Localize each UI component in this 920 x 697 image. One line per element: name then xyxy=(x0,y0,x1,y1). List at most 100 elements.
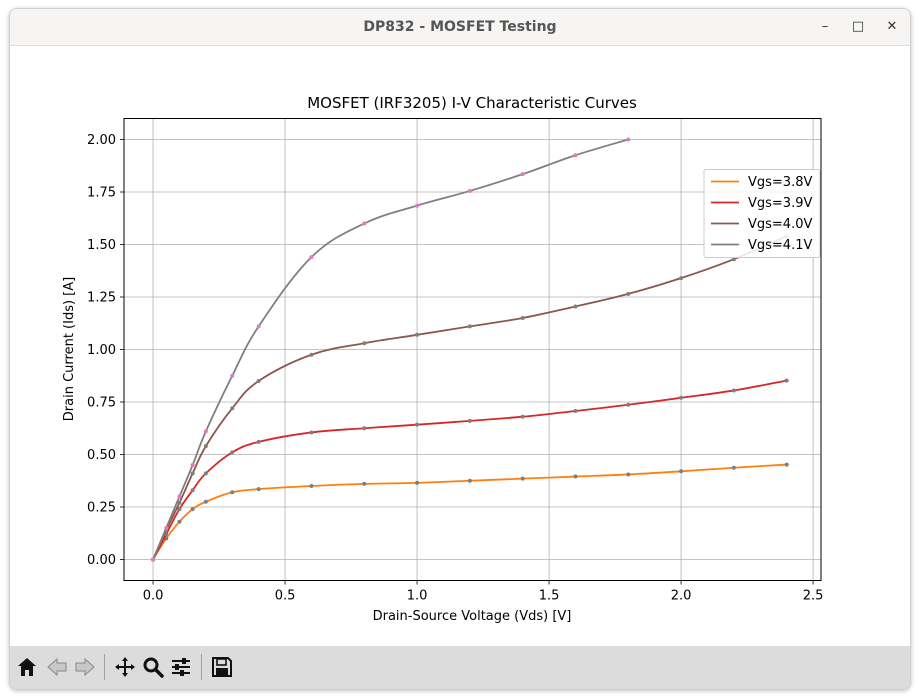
legend-label: Vgs=4.0V xyxy=(748,217,812,232)
data-point xyxy=(256,439,261,444)
data-point xyxy=(467,324,472,329)
y-tick-label: 1.25 xyxy=(87,291,116,306)
legend-label: Vgs=4.1V xyxy=(748,238,812,253)
data-point xyxy=(309,430,314,435)
data-point xyxy=(731,257,736,262)
x-tick-label: 2.0 xyxy=(671,589,692,604)
data-point xyxy=(164,526,169,530)
data-point xyxy=(573,474,578,479)
data-point xyxy=(362,341,367,346)
data-point xyxy=(362,426,367,431)
y-tick-label: 2.00 xyxy=(87,133,116,148)
data-point xyxy=(256,324,261,329)
x-tick-label: 2.5 xyxy=(803,589,824,604)
y-tick-label: 1.75 xyxy=(87,186,116,201)
data-point xyxy=(177,519,182,524)
y-tick-label: 1.50 xyxy=(87,238,116,253)
data-point xyxy=(190,488,195,493)
data-point xyxy=(573,153,578,158)
data-point xyxy=(731,388,736,393)
data-point xyxy=(520,316,525,320)
data-point xyxy=(230,373,235,378)
data-point xyxy=(151,557,156,562)
zoom-icon[interactable] xyxy=(140,654,166,680)
home-icon[interactable] xyxy=(14,654,40,680)
data-point xyxy=(190,471,195,476)
y-tick-label: 0.75 xyxy=(87,396,116,411)
data-point xyxy=(415,332,420,337)
x-axis-label: Drain-Source Voltage (Vds) [V] xyxy=(373,609,572,624)
data-point xyxy=(190,507,195,512)
legend-label: Vgs=3.8V xyxy=(748,175,812,190)
navigation-toolbar xyxy=(10,646,910,689)
data-point xyxy=(309,484,314,488)
data-point xyxy=(626,291,631,296)
legend: Vgs=3.8V Vgs=3.9V Vgs=4.0V Vgs=4.1V xyxy=(703,169,821,258)
y-tick-label: 0.00 xyxy=(87,553,116,568)
series-line xyxy=(152,235,788,560)
data-point xyxy=(520,476,525,481)
data-point xyxy=(679,276,684,281)
configure-subplots-icon[interactable] xyxy=(168,654,194,680)
forward-arrow-icon[interactable] xyxy=(72,654,98,680)
x-tick-label: 0.5 xyxy=(275,589,296,604)
data-point xyxy=(230,490,235,495)
series-Vgs=4.1V xyxy=(151,137,631,562)
maximize-button[interactable]: □ xyxy=(851,19,865,34)
data-point xyxy=(784,378,789,383)
data-point xyxy=(467,188,472,193)
series-Vgs=3.8V xyxy=(151,462,789,562)
series-Vgs=4.0V xyxy=(151,234,789,562)
data-point xyxy=(203,429,208,434)
data-point xyxy=(679,469,684,474)
data-point xyxy=(626,137,631,142)
back-arrow-icon[interactable] xyxy=(44,654,70,680)
x-tick-label: 1.0 xyxy=(407,589,428,604)
data-point xyxy=(190,463,195,467)
chart-svg: 0.0 0.5 1.0 1.5 2.0 2.5 0.00 0.25 0.50 0.75 1.00 1.… xyxy=(62,94,823,624)
data-point xyxy=(467,478,472,483)
close-button[interactable]: ✕ xyxy=(886,19,898,34)
save-icon[interactable] xyxy=(209,654,235,680)
tick-layer: 0.0 0.5 1.0 1.5 2.0 2.5 0.00 0.25 0.50 0.75 1.00 1.… xyxy=(87,133,823,604)
legend-label: Vgs=3.9V xyxy=(748,196,812,211)
data-point xyxy=(177,507,182,512)
data-point xyxy=(467,418,472,423)
data-point xyxy=(256,487,261,492)
data-point xyxy=(177,500,182,505)
series-line xyxy=(152,138,629,560)
data-point xyxy=(784,462,789,467)
y-axis-label: Drain Current (Ids) [A] xyxy=(62,277,77,421)
data-point xyxy=(679,395,684,400)
data-point xyxy=(731,465,736,470)
data-point xyxy=(309,352,314,357)
title-bar[interactable]: DP832 - MOSFET Testing – □ ✕ xyxy=(10,9,910,46)
data-point xyxy=(520,172,525,177)
data-point xyxy=(626,472,631,477)
app-window: DP832 - MOSFET Testing – □ ✕ 0.0 0.5 1.0 1.… xyxy=(9,8,911,690)
data-point xyxy=(415,203,420,208)
data-point xyxy=(626,402,631,407)
data-point xyxy=(177,494,182,499)
y-tick-label: 0.25 xyxy=(87,501,116,516)
figure-canvas[interactable]: 0.0 0.5 1.0 1.5 2.0 2.5 0.00 0.25 0.50 0.75 1.00 1.… xyxy=(10,46,910,646)
minimize-button[interactable]: – xyxy=(821,19,829,34)
data-point xyxy=(362,221,367,226)
data-point xyxy=(415,480,420,485)
data-point xyxy=(230,450,235,455)
data-point xyxy=(203,444,208,449)
x-tick-label: 1.5 xyxy=(539,589,560,604)
y-tick-label: 0.50 xyxy=(87,448,116,463)
data-point xyxy=(230,406,235,411)
chart-title: MOSFET (IRF3205) I-V Characteristic Curv… xyxy=(307,94,637,112)
window-title: DP832 - MOSFET Testing xyxy=(363,19,557,35)
data-point xyxy=(362,481,367,486)
x-tick-label: 0.0 xyxy=(143,589,164,604)
data-point xyxy=(203,499,208,504)
data-point xyxy=(520,414,525,419)
series-layer xyxy=(151,137,789,562)
y-tick-label: 1.00 xyxy=(87,343,116,358)
data-point xyxy=(573,304,578,309)
data-point xyxy=(415,422,420,427)
pan-icon[interactable] xyxy=(112,654,138,680)
